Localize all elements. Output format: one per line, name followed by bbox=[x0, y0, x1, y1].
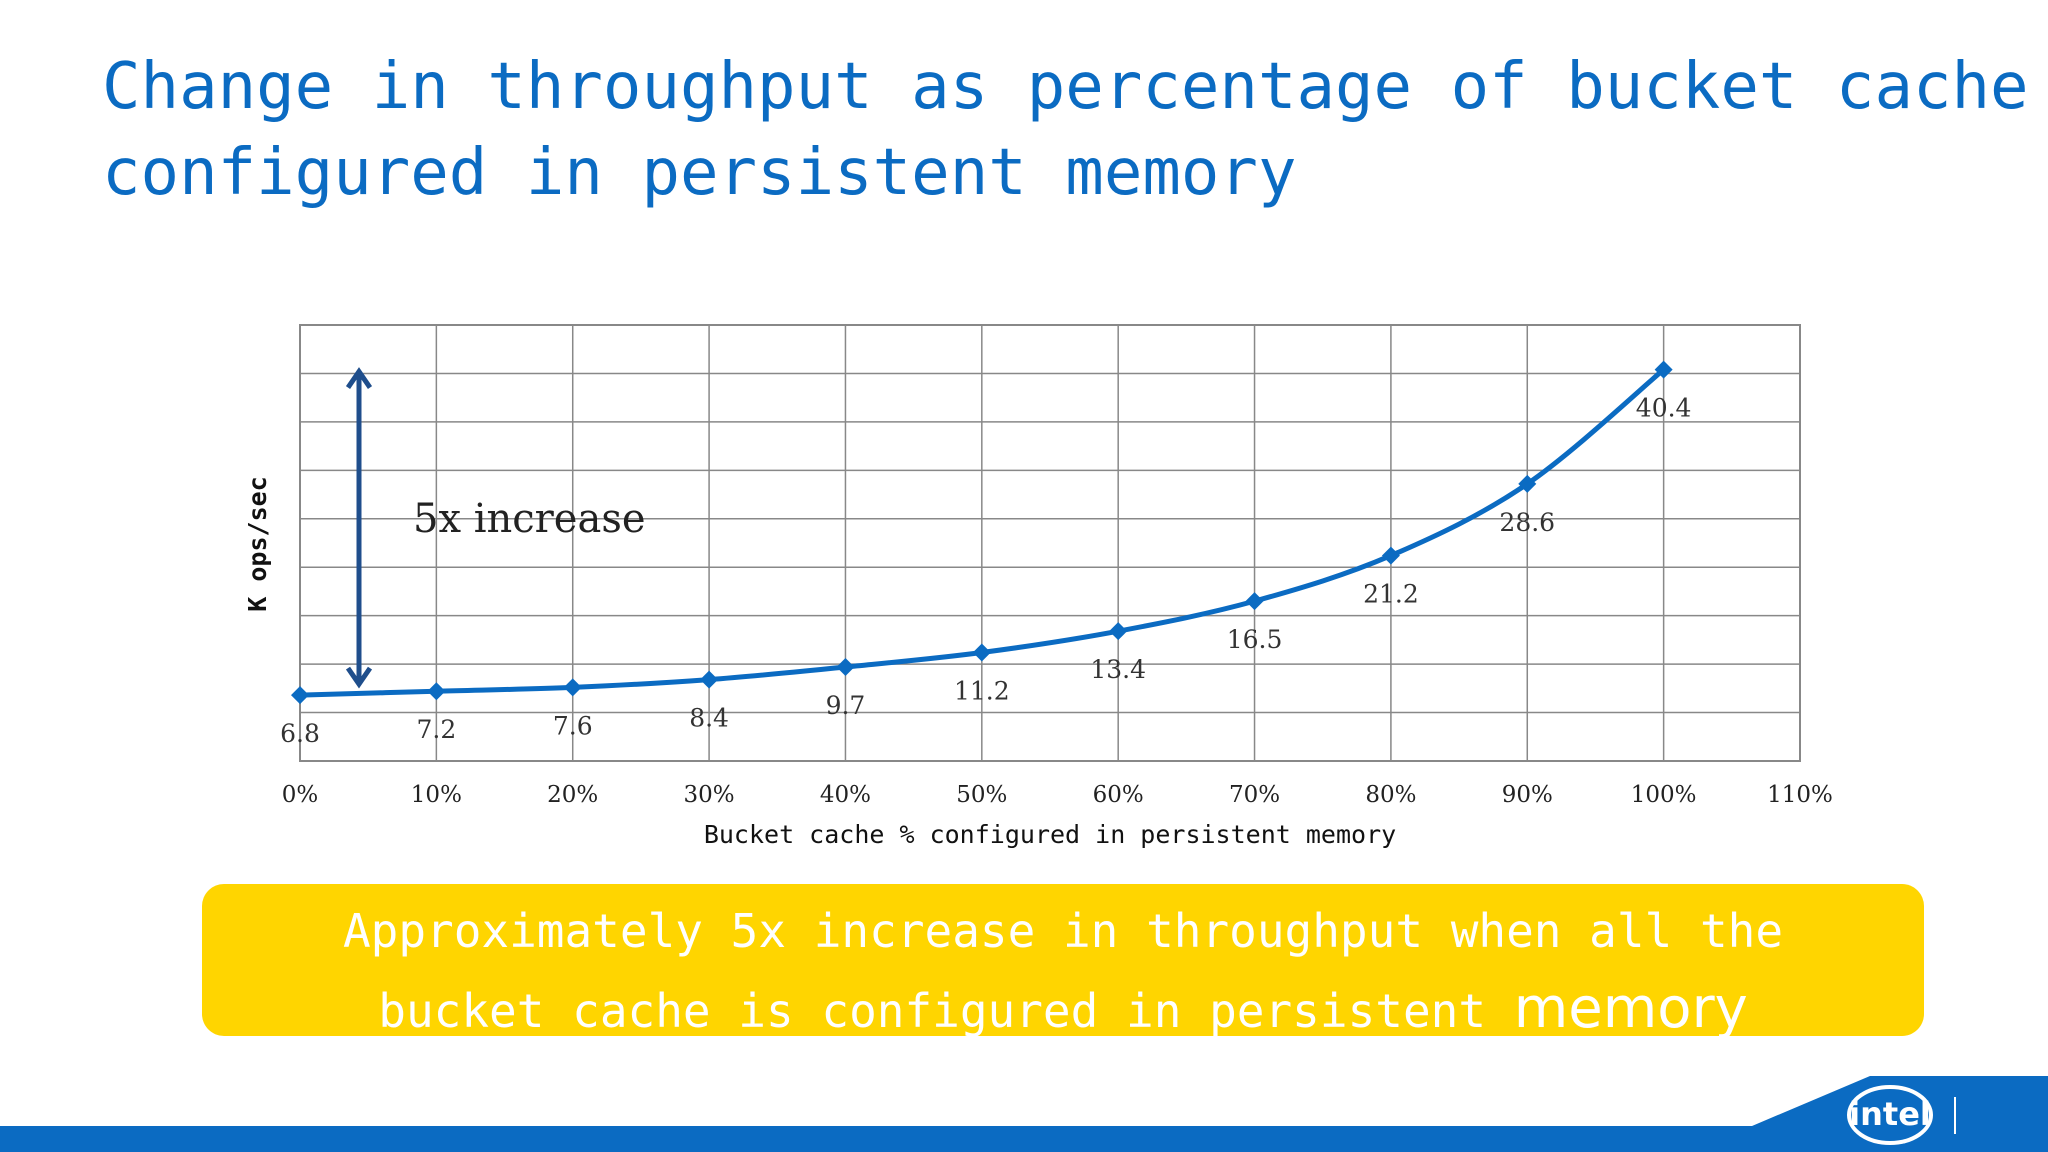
intel-logo-icon bbox=[1847, 1085, 1933, 1145]
x-tick-label: 40% bbox=[820, 782, 871, 808]
increase-annotation: 5x increase bbox=[345, 367, 646, 689]
x-tick-label: 60% bbox=[1093, 782, 1144, 808]
footer-tab bbox=[1752, 1076, 2048, 1126]
data-labels: 6.8 7.2 7.6 8.4 9.7 11.2 13.4 16.5 21.2 28.6 40.4 bbox=[280, 394, 1691, 749]
x-tick-label: 70% bbox=[1229, 782, 1280, 808]
slide-title-line-1: Change in throughput as percentage of bu… bbox=[102, 50, 2029, 124]
series-line bbox=[299, 367, 1666, 698]
data-point-marker bbox=[291, 686, 309, 705]
increase-annotation-label: 5x increase bbox=[413, 496, 646, 542]
data-label: 6.8 bbox=[280, 719, 320, 748]
slide-title-line-2: configured in persistent memory bbox=[102, 136, 1297, 210]
data-label: 40.4 bbox=[1636, 394, 1692, 423]
data-label: 7.6 bbox=[553, 711, 593, 740]
data-label: 13.4 bbox=[1090, 655, 1146, 684]
callout-line-2-end: memory bbox=[1513, 976, 1748, 1041]
plot-frame bbox=[299, 324, 1801, 762]
x-tick-label: 110% bbox=[1767, 782, 1833, 808]
footer-stripe bbox=[0, 1126, 2048, 1152]
callout-line-2-start: bucket cache is configured in persistent bbox=[378, 984, 1487, 1038]
data-label: 7.2 bbox=[416, 715, 456, 744]
x-tick-label: 50% bbox=[956, 782, 1007, 808]
x-tick-label: 10% bbox=[411, 782, 462, 808]
x-tick-label: 80% bbox=[1365, 782, 1416, 808]
x-tick-label: 20% bbox=[547, 782, 598, 808]
slide-title: Change in throughput as percentage of bu… bbox=[102, 44, 2029, 216]
data-label: 16.5 bbox=[1227, 625, 1283, 654]
callout-line-2: bucket cache is configured in persistent… bbox=[202, 970, 1924, 1050]
x-tick-label: 100% bbox=[1631, 782, 1697, 808]
conclusion-callout: Approximately 5x increase in throughput … bbox=[202, 884, 1924, 1041]
data-points bbox=[291, 360, 1673, 705]
data-point-marker bbox=[972, 643, 991, 662]
data-label: 9.7 bbox=[826, 691, 866, 720]
x-tick-label: 0% bbox=[282, 782, 319, 808]
callout-line-1: Approximately 5x increase in throughput … bbox=[342, 904, 1784, 958]
data-point-marker bbox=[563, 678, 582, 697]
data-label: 11.2 bbox=[954, 676, 1010, 705]
x-tick-label: 30% bbox=[684, 782, 735, 808]
data-point-marker bbox=[427, 682, 446, 701]
arrowhead-up-icon bbox=[345, 367, 373, 389]
grid-lines bbox=[300, 325, 1800, 761]
x-tick-label: 90% bbox=[1502, 782, 1553, 808]
data-point-marker bbox=[836, 658, 855, 677]
data-label: 8.4 bbox=[689, 704, 729, 733]
x-axis-label: Bucket cache % configured in persistent … bbox=[704, 820, 1396, 849]
data-point-marker bbox=[1109, 622, 1128, 641]
data-point-marker bbox=[1654, 360, 1673, 379]
x-tick-labels: 0% 10% 20% 30% 40% 50% 60% 70% 80% 90% 100% 110% bbox=[282, 782, 1833, 808]
arrowhead-down-icon bbox=[345, 666, 373, 689]
y-axis-label: K ops/sec bbox=[243, 476, 272, 611]
data-point-marker bbox=[1245, 592, 1264, 611]
data-point-marker bbox=[700, 670, 719, 689]
intel-logo-text: intel bbox=[1849, 1095, 1931, 1133]
data-label: 21.2 bbox=[1363, 580, 1419, 609]
data-label: 28.6 bbox=[1499, 508, 1555, 537]
data-point-marker bbox=[1518, 474, 1537, 493]
data-point-marker bbox=[1381, 546, 1400, 565]
